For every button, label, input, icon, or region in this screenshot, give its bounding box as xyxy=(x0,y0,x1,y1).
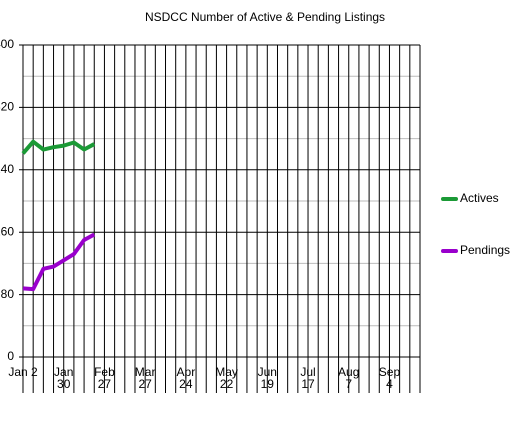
y-tick-label: 400 xyxy=(0,37,14,51)
y-tick-label: 0 xyxy=(7,349,14,363)
y-tick-label: 320 xyxy=(0,100,14,114)
y-tick-label: 240 xyxy=(0,162,14,176)
line-series xyxy=(22,232,96,292)
x-tick-label: Jul 17 xyxy=(300,365,316,391)
x-tick-label: Apr 24 xyxy=(176,365,196,391)
chart-title: NSDCC Number of Active & Pending Listing… xyxy=(145,10,385,24)
x-tick-label: Feb 27 xyxy=(94,365,115,391)
x-tick-label: Aug 7 xyxy=(338,365,360,391)
x-tick-label: Jan 2 xyxy=(8,365,38,379)
y-tick-label: 80 xyxy=(1,287,15,301)
line-series xyxy=(21,139,96,155)
x-tick-label: Mar 27 xyxy=(134,365,156,391)
legend-label: Pendings xyxy=(460,243,510,257)
x-tick-label: Jun 19 xyxy=(257,365,277,391)
x-tick-label: May 22 xyxy=(215,365,238,391)
y-tick-label: 160 xyxy=(0,224,14,238)
x-tick-label: Sep 4 xyxy=(378,365,401,391)
x-tick-label: Jan 30 xyxy=(54,365,74,391)
legend-label: Actives xyxy=(460,191,499,205)
